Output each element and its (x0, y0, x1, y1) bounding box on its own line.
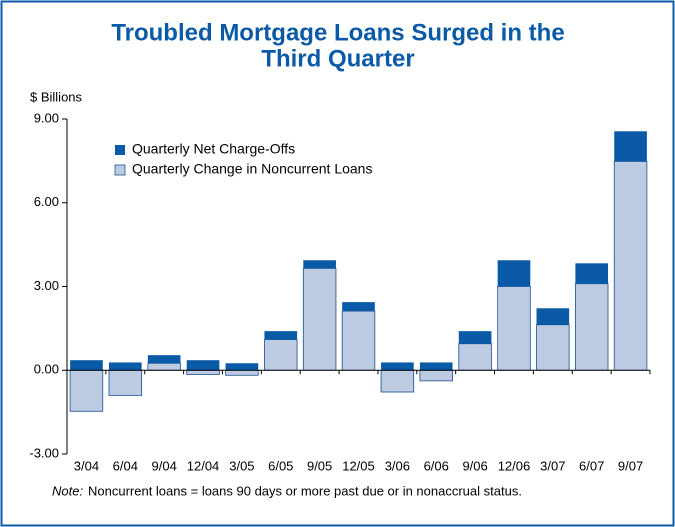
bar-charge-offs (147, 355, 181, 364)
bar-charge-offs (575, 263, 609, 284)
x-tick-label: 9/05 (307, 458, 332, 473)
x-tick-label: 6/05 (268, 458, 293, 473)
bar-noncurrent (186, 369, 220, 375)
bar-charge-offs (458, 331, 492, 344)
bar-charge-offs (381, 362, 414, 371)
y-axis-label: $ Billions (30, 89, 83, 104)
legend-label: Quarterly Change in Noncurrent Loans (132, 161, 372, 177)
bar-noncurrent (613, 161, 648, 371)
bar-charge-offs (186, 360, 220, 371)
y-tick-label: 3.00 (34, 278, 59, 293)
x-tick-label: 3/04 (74, 458, 99, 473)
x-tick-label: 9/04 (152, 458, 177, 473)
bar-noncurrent (497, 286, 531, 371)
bar-charge-offs (108, 362, 142, 371)
bar-noncurrent (574, 283, 609, 371)
bar-charge-offs (536, 308, 570, 325)
x-tick-label: 9/06 (462, 458, 487, 473)
y-tick-label: 9.00 (34, 110, 59, 125)
y-tick-label: 6.00 (34, 194, 59, 209)
bar-noncurrent (536, 324, 570, 371)
bar-noncurrent (225, 369, 259, 376)
bar-noncurrent (419, 369, 453, 382)
bar-noncurrent (380, 369, 415, 393)
x-tick-label: 6/07 (579, 458, 604, 473)
x-tick-label: 3/07 (540, 458, 565, 473)
bar-charge-offs (264, 331, 298, 340)
chart-title: Third Quarter (261, 45, 414, 72)
x-tick-label: 6/04 (113, 458, 138, 473)
bar-noncurrent (341, 310, 376, 371)
note-label: Note: (52, 483, 83, 498)
legend-swatch (115, 145, 125, 155)
bar-noncurrent (108, 369, 143, 396)
bar-charge-offs (70, 360, 103, 371)
bar-noncurrent (302, 267, 337, 371)
chart-title: Troubled Mortgage Loans Surged in the (111, 19, 564, 46)
x-tick-label: 9/07 (618, 458, 643, 473)
y-tick-label: -3.00 (29, 445, 59, 460)
legend-swatch (114, 164, 126, 176)
legend-label: Quarterly Net Charge-Offs (132, 141, 295, 157)
x-tick-label: 3/05 (229, 458, 254, 473)
bar-noncurrent (69, 369, 104, 412)
bar-charge-offs (497, 260, 531, 287)
bar-noncurrent (147, 362, 181, 371)
y-tick-label: 0.00 (34, 362, 59, 377)
bar-noncurrent (458, 343, 492, 371)
x-tick-label: 3/06 (385, 458, 410, 473)
bar-charge-offs (342, 302, 375, 312)
bar-charge-offs (303, 260, 336, 269)
x-tick-label: 12/06 (498, 458, 531, 473)
bar-charge-offs (614, 131, 647, 162)
x-tick-label: 12/05 (342, 458, 375, 473)
bar-charge-offs (419, 362, 453, 371)
bar-noncurrent (264, 339, 298, 371)
x-tick-label: 6/06 (424, 458, 449, 473)
bar-charge-offs (225, 363, 259, 371)
x-tick-label: 12/04 (187, 458, 220, 473)
note: Noncurrent loans = loans 90 days or more… (88, 483, 522, 498)
